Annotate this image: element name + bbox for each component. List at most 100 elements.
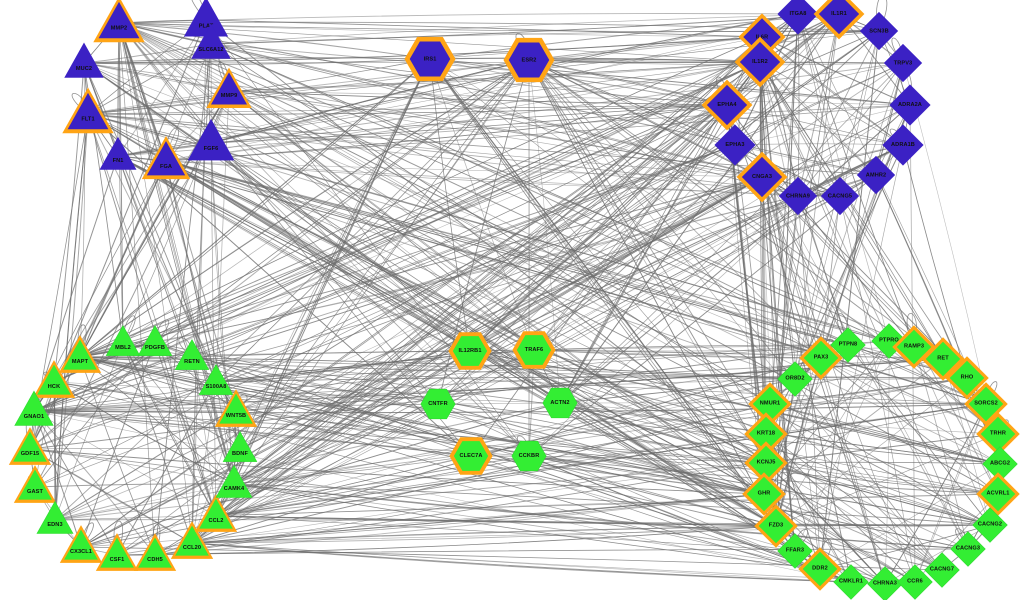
graph-edge: [165, 160, 796, 380]
graph-node-camk4[interactable]: CAMK4: [201, 451, 267, 517]
graph-edge: [233, 377, 968, 485]
node-shape-diamond: [742, 472, 786, 516]
graph-edge: [54, 176, 763, 521]
graph-edge: [429, 58, 822, 359]
graph-edge: [34, 483, 235, 488]
graph-node-amhr2[interactable]: AMHR2: [847, 146, 904, 203]
graph-node-clec7a[interactable]: CLEC7A: [447, 432, 495, 480]
graph-edge: [914, 403, 987, 583]
graph-edge: [819, 144, 904, 570]
graph-edge: [191, 433, 999, 544]
graph-node-il12rb1[interactable]: IL12RB1: [446, 327, 494, 375]
graph-edge: [726, 62, 904, 106]
graph-edge: [165, 160, 916, 583]
graph-node-cckbr[interactable]: CCKBR: [505, 432, 553, 480]
graph-edge: [228, 90, 999, 495]
node-shape-triangle: [194, 494, 238, 532]
graph-edge: [233, 455, 472, 485]
graph-edge: [83, 62, 821, 570]
graph-node-ccr6[interactable]: CCR6: [889, 556, 942, 600]
graph-edge: [210, 43, 849, 346]
graph-edge: [233, 483, 991, 526]
graph-edge: [235, 410, 943, 571]
graph-edge: [819, 524, 991, 570]
graph-edge: [429, 58, 911, 106]
graph-node-actn2[interactable]: ACTN2: [536, 379, 584, 427]
graph-edge: [87, 90, 230, 115]
graph-node-fga[interactable]: FGA: [131, 126, 201, 196]
graph-edge: [797, 13, 915, 348]
graph-edge: [83, 62, 561, 404]
graph-edge: [797, 13, 800, 197]
node-shape-hexagon: [404, 36, 456, 82]
graph-edge: [117, 59, 530, 157]
graph-edge: [165, 160, 561, 404]
graph-edge: [29, 448, 796, 552]
graph-edge: [33, 410, 472, 457]
graph-edge: [763, 493, 916, 583]
node-shape-triangle: [222, 431, 258, 462]
graph-edge: [54, 483, 235, 521]
graph-edge: [437, 13, 840, 405]
graph-edge: [559, 13, 840, 404]
graph-edge: [215, 59, 530, 383]
graph-edge: [117, 155, 777, 527]
graph-edge: [118, 22, 1001, 465]
graph-edge: [761, 176, 796, 552]
graph-edge: [53, 381, 561, 404]
graph-edge: [165, 160, 890, 342]
graph-edge: [233, 483, 969, 550]
node-shape-diamond: [924, 552, 960, 588]
graph-edge: [165, 160, 821, 570]
graph-edge: [215, 357, 822, 517]
graph-edge: [759, 61, 877, 176]
graph-edge: [759, 61, 796, 552]
graph-edge: [215, 62, 904, 383]
node-shape-triangle: [58, 335, 102, 373]
graph-edge: [165, 160, 763, 178]
graph-edge: [191, 381, 217, 544]
graph-edge: [763, 493, 943, 571]
graph-edge: [116, 381, 217, 556]
graph-edge: [429, 58, 728, 106]
graph-edge: [118, 22, 156, 556]
graph-edge: [210, 142, 217, 517]
node-shape-diamond: [736, 151, 788, 203]
graph-edge: [79, 195, 799, 358]
graph-edge: [165, 61, 761, 162]
graph-edge: [53, 381, 821, 570]
graph-edge: [118, 22, 915, 348]
graph-edge: [191, 525, 777, 544]
graph-edge: [820, 357, 1001, 465]
graph-edge: [118, 22, 771, 405]
graph-edge: [79, 58, 431, 358]
graph-edge: [83, 62, 230, 92]
node-shape-diamond: [820, 176, 860, 216]
graph-edge: [191, 525, 777, 544]
graph-edge: [118, 22, 535, 351]
graph-edge: [559, 378, 796, 404]
graph-edge: [233, 483, 969, 550]
graph-edge: [769, 403, 943, 571]
graph-node-esr2[interactable]: ESR2: [500, 31, 557, 88]
node-shape-diamond: [889, 84, 931, 126]
graph-edge: [34, 62, 904, 488]
graph-node-cntfr[interactable]: CNTFR: [414, 380, 462, 428]
graph-edge: [33, 174, 877, 412]
graph-edge: [528, 59, 777, 527]
node-shape-diamond: [777, 533, 813, 569]
graph-edge: [79, 13, 840, 358]
node-shape-diamond: [976, 412, 1020, 456]
graph-edge: [210, 13, 840, 45]
graph-edge: [83, 62, 217, 383]
graph-edge: [33, 410, 767, 464]
graph-edge: [559, 104, 911, 404]
graph-edge: [191, 13, 799, 544]
graph-edge: [79, 356, 777, 527]
graph-edge: [559, 195, 799, 404]
graph-node-traf6[interactable]: TRAF6: [510, 326, 558, 374]
graph-edge: [54, 342, 124, 521]
node-shape-diamond: [976, 472, 1020, 516]
graph-node-irs1[interactable]: IRS1: [401, 30, 458, 87]
